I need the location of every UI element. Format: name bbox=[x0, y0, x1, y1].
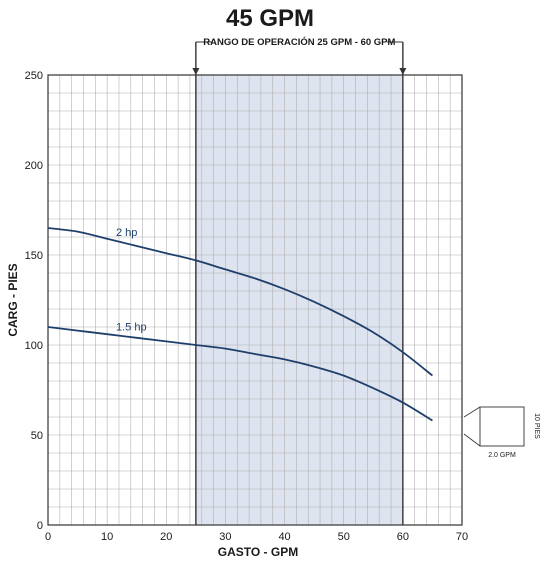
scale-height-label: 10 PIES bbox=[533, 413, 540, 439]
operating-range-arrow bbox=[399, 68, 407, 75]
series-line-1-5-hp bbox=[47, 326, 433, 422]
scale-width-label: 2.0 GPM bbox=[488, 452, 516, 459]
x-tick-label: 30 bbox=[219, 531, 231, 543]
series-layer: 2 hp 1.5 hp bbox=[47, 227, 433, 422]
y-tick-label: 0 bbox=[37, 520, 43, 532]
x-tick-label: 0 bbox=[45, 531, 51, 543]
operating-range-label: RANGO DE OPERACIÓN 25 GPM - 60 GPM bbox=[203, 36, 395, 48]
y-tick-label: 100 bbox=[25, 340, 43, 352]
series-label-2-hp: 2 hp bbox=[116, 227, 137, 239]
chart-title: 45 GPM bbox=[226, 5, 314, 32]
x-tick-label: 50 bbox=[338, 531, 350, 543]
operating-range-band bbox=[195, 75, 403, 525]
x-tick-label: 60 bbox=[397, 531, 409, 543]
series-line-2-hp bbox=[47, 227, 433, 377]
y-tick-label: 250 bbox=[25, 70, 43, 82]
operating-range-shade bbox=[195, 75, 403, 525]
y-tick-label: 150 bbox=[25, 250, 43, 262]
scale-reference: 2.0 GPM 10 PIES bbox=[463, 406, 540, 459]
scale-box bbox=[479, 406, 525, 447]
x-axis-label: GASTO - GPM bbox=[218, 545, 298, 559]
x-tick-label: 10 bbox=[101, 531, 113, 543]
y-tick-label: 200 bbox=[25, 160, 43, 172]
x-tick-label: 20 bbox=[160, 531, 172, 543]
x-tick-label: 70 bbox=[456, 531, 468, 543]
chart-grid bbox=[47, 74, 463, 526]
tick-labels: 0 10 20 30 40 50 60 70 0 50 100 150 200 250 bbox=[25, 70, 468, 543]
series-label-1-5-hp: 1.5 hp bbox=[116, 321, 147, 333]
scale-pointer-top bbox=[463, 406, 481, 418]
y-axis-label: CARG - PIES bbox=[6, 263, 20, 336]
scale-pointer-bottom bbox=[463, 433, 481, 447]
plot-border bbox=[47, 74, 463, 526]
y-tick-label: 50 bbox=[31, 430, 43, 442]
x-tick-label: 40 bbox=[278, 531, 290, 543]
operating-range-arrow bbox=[192, 68, 200, 75]
operating-range-markers bbox=[192, 41, 407, 525]
